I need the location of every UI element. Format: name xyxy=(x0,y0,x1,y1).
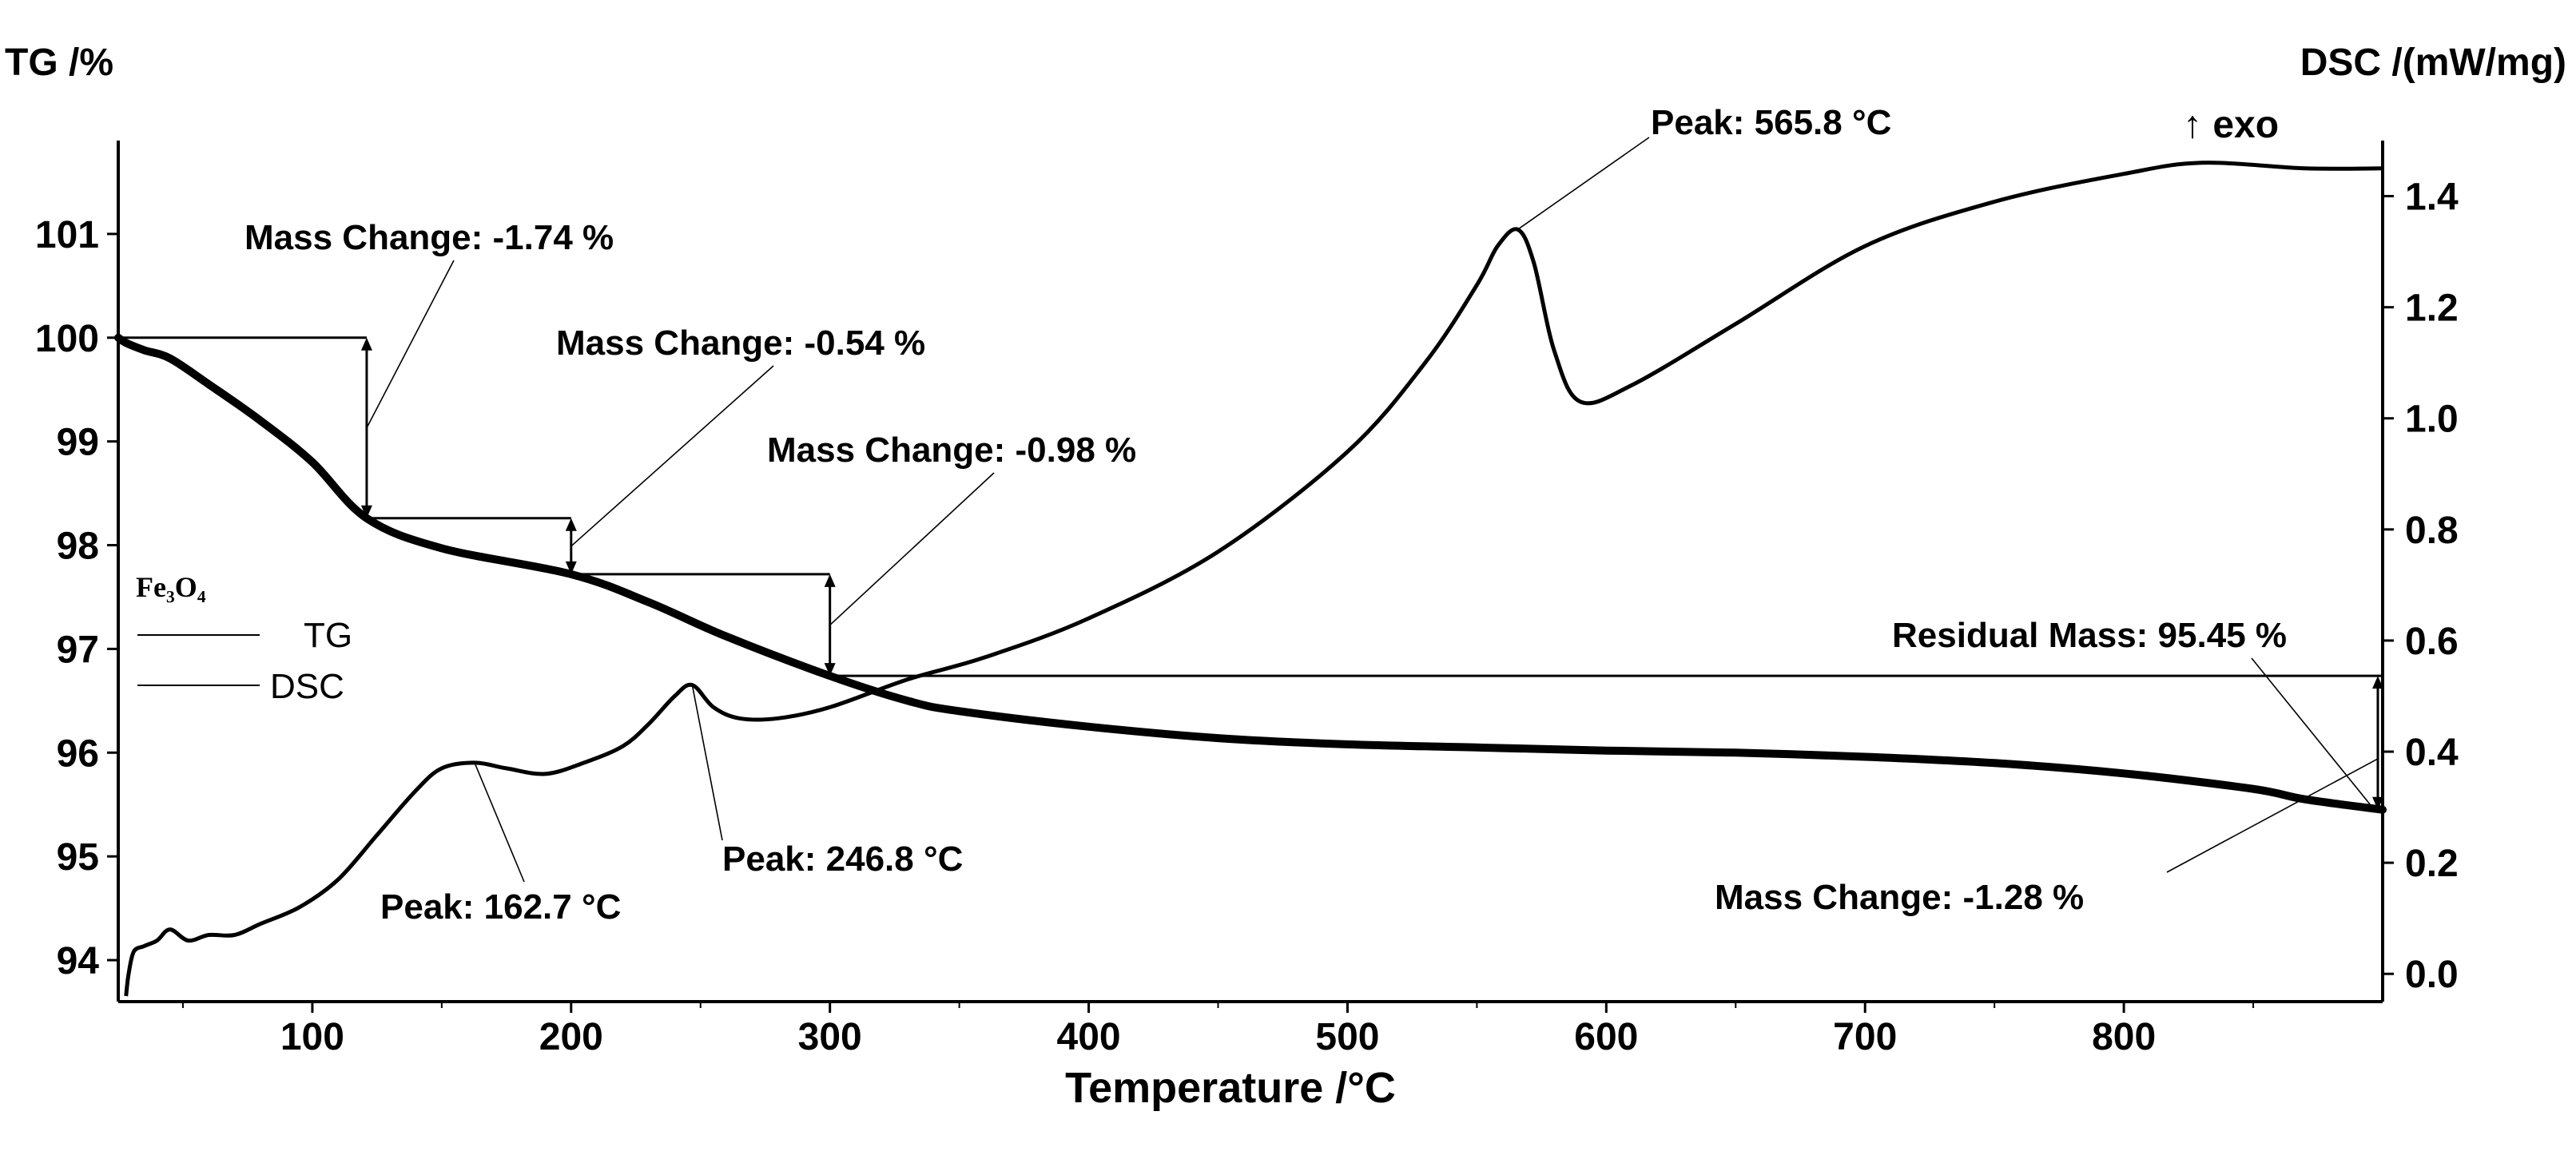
y-left-tick-label: 101 xyxy=(35,214,99,256)
x-axis-label: Temperature /°C xyxy=(1065,1064,1396,1112)
x-tick-label: 100 xyxy=(280,1016,344,1058)
mass-change-arrow-3-head-down xyxy=(824,663,836,677)
leader-peak-2 xyxy=(691,685,723,841)
x-tick-label: 200 xyxy=(539,1016,603,1058)
peak-label-2: Peak: 246.8 °C xyxy=(722,839,963,879)
mass-change-arrow-1-head-down xyxy=(360,505,372,518)
y-left-axis-label: TG /% xyxy=(5,42,113,84)
leader-mass-change-4 xyxy=(2166,758,2379,873)
annotation-labels: Mass Change: -1.74 % Mass Change: -0.54 … xyxy=(244,103,2287,927)
mass-change-arrow-2-head-down xyxy=(565,561,577,574)
exo-direction-label: ↑ exo xyxy=(2183,104,2279,146)
y-left-tick-label: 100 xyxy=(35,318,99,360)
y-right-tick-label: 1.4 xyxy=(2405,177,2459,219)
y-left-tick-label: 96 xyxy=(57,732,99,775)
x-tick-label: 500 xyxy=(1315,1016,1379,1058)
y-left-tick-label: 94 xyxy=(57,940,100,982)
legend-tg-label: TG xyxy=(304,616,352,655)
tg-curve xyxy=(114,333,2387,814)
dsc-curve xyxy=(124,161,2383,997)
leader-mass-change-3 xyxy=(829,472,995,626)
leader-peak-3 xyxy=(1517,137,1650,230)
x-tick-label: 300 xyxy=(798,1016,862,1058)
tick-labels: 100 200 300 400 500 600 700 800 94 95 96 97 98 99 100 1… xyxy=(35,177,2459,1058)
y-right-tick-label: 0.6 xyxy=(2405,621,2459,663)
legend-dsc-label: DSC xyxy=(270,667,344,706)
mass-change-arrow-4-head-up xyxy=(2372,676,2383,689)
y-right-tick-label: 0.4 xyxy=(2405,732,2459,774)
y-left-tick-label: 95 xyxy=(57,836,99,879)
peak-label-1: Peak: 162.7 °C xyxy=(380,887,621,927)
mass-change-arrow-2-head-up xyxy=(565,518,577,531)
residual-mass-label: Residual Mass: 95.45 % xyxy=(1892,616,2287,655)
peak-label-3: Peak: 565.8 °C xyxy=(1651,103,1891,142)
mass-change-label-1: Mass Change: -1.74 % xyxy=(244,218,614,257)
y-right-tick-label: 0.2 xyxy=(2405,843,2459,885)
mass-change-label-2: Mass Change: -0.54 % xyxy=(556,323,925,363)
x-tick-label: 600 xyxy=(1574,1016,1638,1058)
annotation-lines xyxy=(118,137,2383,883)
y-left-tick-label: 98 xyxy=(57,526,99,568)
leader-mass-change-2 xyxy=(570,365,774,547)
y-left-tick-label: 99 xyxy=(57,422,99,464)
mass-change-label-4: Mass Change: -1.28 % xyxy=(1715,878,2084,917)
legend-title: Fe₃O₄ xyxy=(136,571,206,603)
y-right-tick-label: 0.8 xyxy=(2405,510,2459,552)
legend: Fe₃O₄ TG DSC xyxy=(136,571,352,706)
y-right-tick-label: 1.0 xyxy=(2405,399,2459,441)
y-right-axis-label: DSC /(mW/mg) xyxy=(2300,42,2566,84)
mass-change-arrow-1-head-up xyxy=(360,337,372,351)
leader-peak-1 xyxy=(474,762,525,883)
leader-mass-change-1 xyxy=(366,260,455,429)
mass-change-label-3: Mass Change: -0.98 % xyxy=(767,431,1136,470)
y-right-tick-label: 1.2 xyxy=(2405,288,2459,330)
data-series xyxy=(114,161,2387,997)
x-tick-label: 800 xyxy=(2092,1016,2156,1058)
y-right-tick-label: 0.0 xyxy=(2405,954,2459,996)
x-tick-label: 400 xyxy=(1057,1016,1121,1058)
mass-change-arrow-1 xyxy=(360,337,372,518)
axes xyxy=(107,141,2394,1013)
x-tick-label: 700 xyxy=(1833,1016,1897,1058)
leader-residual-mass xyxy=(2251,657,2374,809)
y-left-tick-label: 97 xyxy=(57,629,99,671)
mass-change-arrow-4-head-down xyxy=(2372,796,2383,810)
mass-change-arrow-4 xyxy=(2372,676,2383,810)
mass-change-arrow-3-head-up xyxy=(824,574,836,587)
